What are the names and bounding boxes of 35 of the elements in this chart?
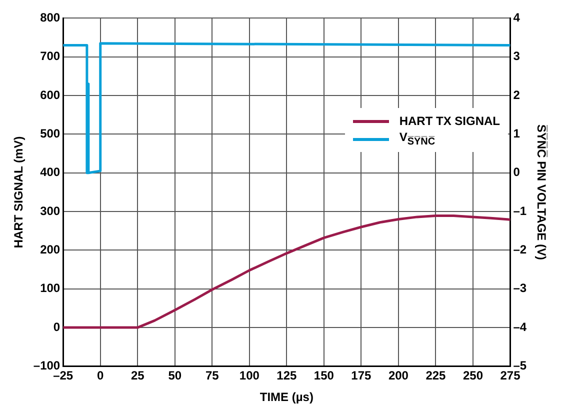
- y-tick-label: 700: [40, 49, 60, 64]
- x-tick-label: 200: [388, 368, 409, 383]
- y2-tick-label: 0: [513, 165, 520, 180]
- y-tick-label: 0: [53, 320, 60, 334]
- x-tick-label: 150: [314, 368, 334, 383]
- y2-tick-label: 1: [513, 126, 520, 141]
- x-tick-label: 175: [351, 368, 372, 383]
- y-tick-label: 300: [40, 204, 60, 218]
- x-tick-label: 100: [239, 368, 260, 383]
- x-tick-label: 75: [205, 368, 220, 383]
- legend-label: V$_{S̅Y̅N̅C̅}$: [399, 130, 436, 148]
- y-tick-label: 800: [40, 10, 60, 25]
- x-tick-label: 25: [130, 368, 145, 383]
- y-tick-label: 200: [40, 242, 60, 257]
- y-tick-label: 100: [40, 281, 60, 296]
- x-axis-title: TIME (µs): [260, 390, 314, 404]
- y-axis-title: HART SIGNAL (mV): [12, 136, 26, 248]
- x-tick-label: 50: [168, 368, 182, 383]
- legend-label: HART TX SIGNAL: [399, 114, 500, 128]
- x-tick-label: 225: [426, 368, 446, 383]
- y-tick-label: 400: [40, 165, 60, 180]
- x-tick-label: 250: [462, 368, 484, 383]
- y2-tick-label: –2: [513, 242, 527, 257]
- y2-tick-label: 4: [513, 10, 520, 25]
- y2-tick-label: 2: [513, 88, 520, 102]
- y2-tick-label: –4: [513, 320, 527, 334]
- y2-tick-label: –1: [513, 204, 527, 218]
- y2-tick-label: 3: [513, 49, 520, 64]
- x-tick-label: 0: [97, 368, 104, 383]
- y2-tick-label: –3: [513, 281, 527, 296]
- y2-axis-title: S̅Y̅N̅C̅ PIN VOLTAGE (V): [534, 124, 548, 260]
- x-tick-label: 125: [276, 368, 298, 383]
- x-tick-label: 275: [500, 368, 521, 383]
- y-tick-label: 500: [40, 126, 60, 141]
- y-tick-label: 600: [40, 88, 60, 102]
